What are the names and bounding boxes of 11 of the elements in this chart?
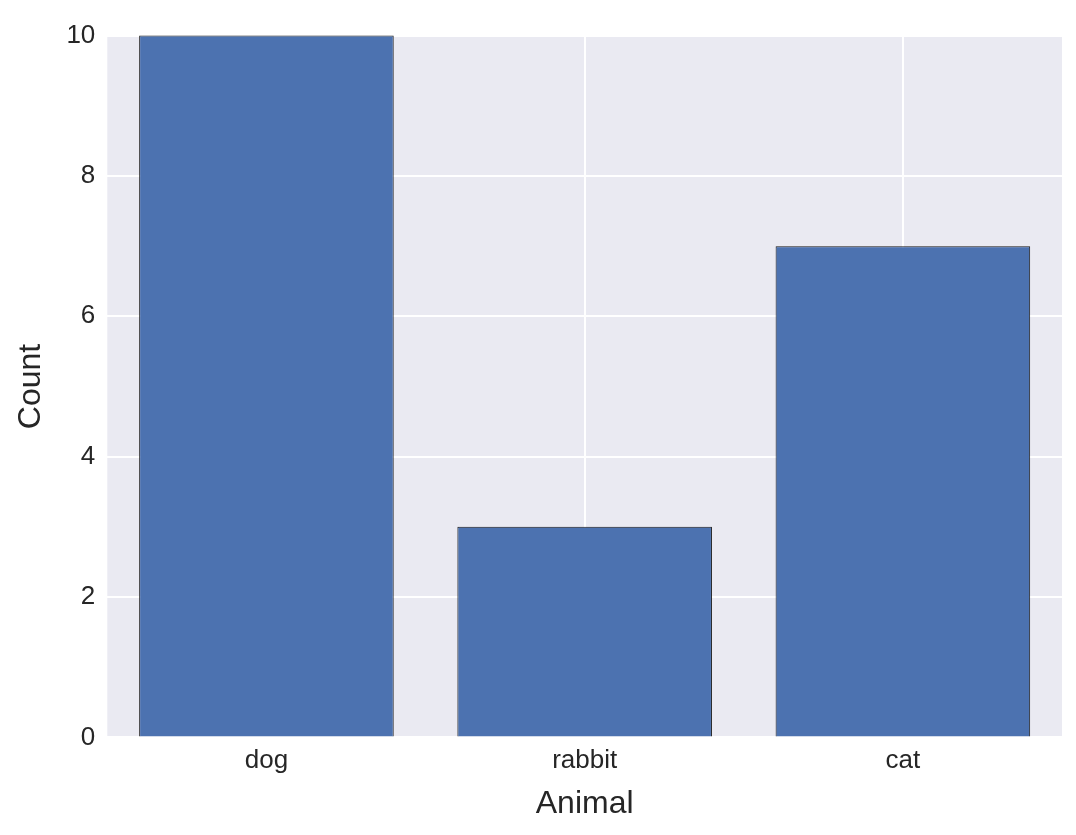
y-tick-label: 0 [80, 720, 96, 751]
x-axis-title: Animal [535, 783, 634, 820]
x-tick-label: dog [244, 744, 289, 775]
y-tick-label: 4 [80, 439, 96, 470]
y-axis-title: Count [11, 343, 48, 430]
y-tick-label: 6 [80, 299, 96, 330]
x-tick-label: cat [885, 744, 921, 775]
y-tick-label: 8 [80, 159, 96, 190]
y-tick-label: 10 [66, 18, 96, 49]
x-tick-label: rabbit [552, 744, 618, 775]
y-tick-label: 2 [80, 580, 96, 611]
